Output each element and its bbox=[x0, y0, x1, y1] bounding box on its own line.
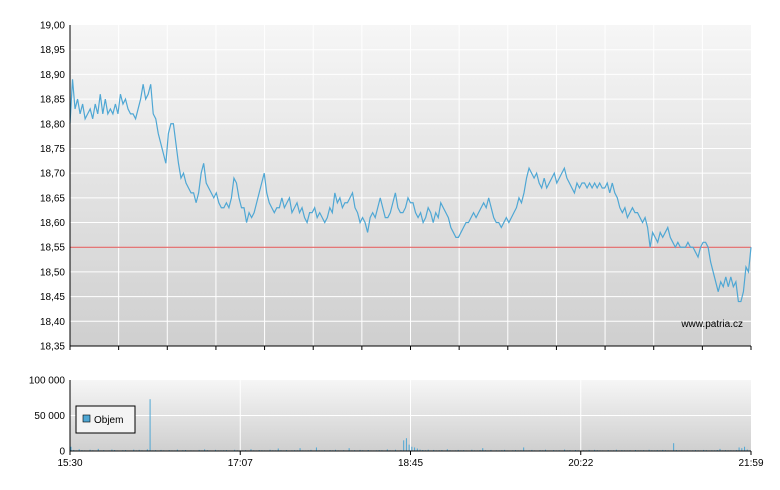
legend: Objem bbox=[75, 405, 136, 434]
price-y-axis: 19,00 18,95 18,90 18,85 18,80 18,75 18,70 18,65… bbox=[40, 21, 65, 353]
price-y-tick-label: 18,60 bbox=[40, 218, 65, 229]
price-y-tick-label: 18,80 bbox=[40, 119, 65, 130]
volume-y-axis: 100 000 50 000 0 bbox=[29, 376, 66, 458]
price-y-tick-label: 18,95 bbox=[40, 45, 65, 56]
volume-grid bbox=[70, 380, 751, 451]
price-y-tick-label: 18,75 bbox=[40, 144, 65, 155]
price-y-tick-label: 18,85 bbox=[40, 95, 65, 106]
x-tick-label: 17:07 bbox=[228, 458, 253, 469]
legend-swatch bbox=[82, 414, 91, 423]
price-x-ticks bbox=[69, 346, 752, 350]
legend-label: Objem bbox=[94, 415, 123, 426]
price-y-tick-label: 18,90 bbox=[40, 70, 65, 81]
x-tick-label: 18:45 bbox=[398, 458, 423, 469]
price-panel: 19,00 18,95 18,90 18,85 18,80 18,75 18,70 18,65… bbox=[40, 21, 752, 353]
price-y-tick-label: 18,50 bbox=[40, 267, 65, 278]
price-y-tick-label: 18,40 bbox=[40, 317, 65, 328]
price-y-tick-label: 18,35 bbox=[40, 342, 65, 353]
x-tick-label: 20:22 bbox=[568, 458, 593, 469]
watermark: www.patria.cz bbox=[680, 319, 743, 330]
price-y-tick-label: 18,45 bbox=[40, 292, 65, 303]
price-y-tick-label: 18,65 bbox=[40, 193, 65, 204]
price-line bbox=[69, 79, 752, 303]
volume-y-tick-label: 100 000 bbox=[29, 376, 66, 387]
volume-panel: 100 000 50 000 0 15:30 17:07 18:45 20:22 21:59… bbox=[29, 376, 764, 470]
x-tick-label: 21:59 bbox=[738, 458, 763, 469]
x-tick-label: 15:30 bbox=[57, 458, 82, 469]
price-y-tick-label: 19,00 bbox=[40, 21, 65, 32]
volume-y-tick-label: 0 bbox=[59, 447, 65, 458]
price-y-tick-label: 18,55 bbox=[40, 243, 65, 254]
volume-y-tick-label: 50 000 bbox=[34, 411, 65, 422]
price-y-tick-label: 18,70 bbox=[40, 169, 65, 180]
volume-x-ticks: 15:30 17:07 18:45 20:22 21:59 bbox=[57, 451, 764, 469]
